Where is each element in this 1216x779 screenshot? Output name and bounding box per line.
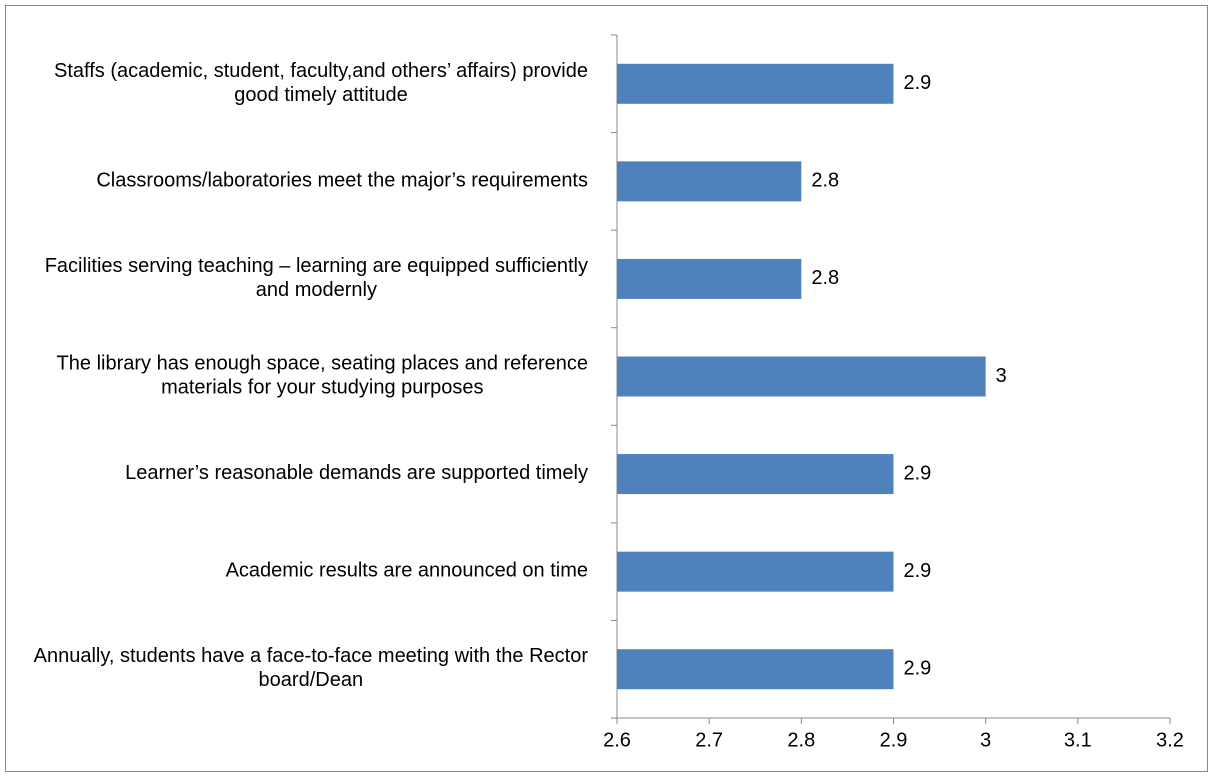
bar	[617, 454, 894, 495]
y-tick-label: Annually, students have a face-to-face m…	[34, 645, 589, 691]
bar	[617, 161, 802, 202]
y-tick-label: Learner’s reasonable demands are support…	[125, 462, 588, 484]
x-tick-label: 2.9	[880, 729, 908, 751]
bar	[617, 551, 894, 592]
data-label: 3	[996, 365, 1007, 387]
data-label: 2.8	[811, 170, 839, 192]
x-tick-label: 2.8	[787, 729, 815, 751]
bar	[617, 649, 894, 690]
bar	[617, 63, 894, 104]
y-tick-label: The library has enough space, seating pl…	[57, 353, 588, 399]
data-label: 2.9	[904, 560, 932, 582]
y-tick-label: Staffs (academic, student, faculty,and o…	[54, 60, 588, 106]
x-tick-label: 2.6	[603, 729, 631, 751]
data-label: 2.8	[811, 267, 839, 289]
bar	[617, 258, 802, 299]
y-tick-label: Academic results are announced on time	[226, 560, 588, 582]
x-tick-label: 3.1	[1064, 729, 1092, 751]
data-label: 2.9	[904, 72, 932, 94]
x-tick-label: 2.7	[695, 729, 723, 751]
x-tick-label: 3	[980, 729, 991, 751]
y-tick-label: Classrooms/laboratories meet the major’s…	[96, 170, 588, 192]
bar	[617, 356, 986, 397]
data-label: 2.9	[904, 657, 932, 679]
x-tick-label: 3.2	[1156, 729, 1184, 751]
data-label: 2.9	[904, 462, 932, 484]
y-tick-label: Facilities serving teaching – learning a…	[45, 255, 588, 301]
chart-frame	[5, 5, 1208, 772]
